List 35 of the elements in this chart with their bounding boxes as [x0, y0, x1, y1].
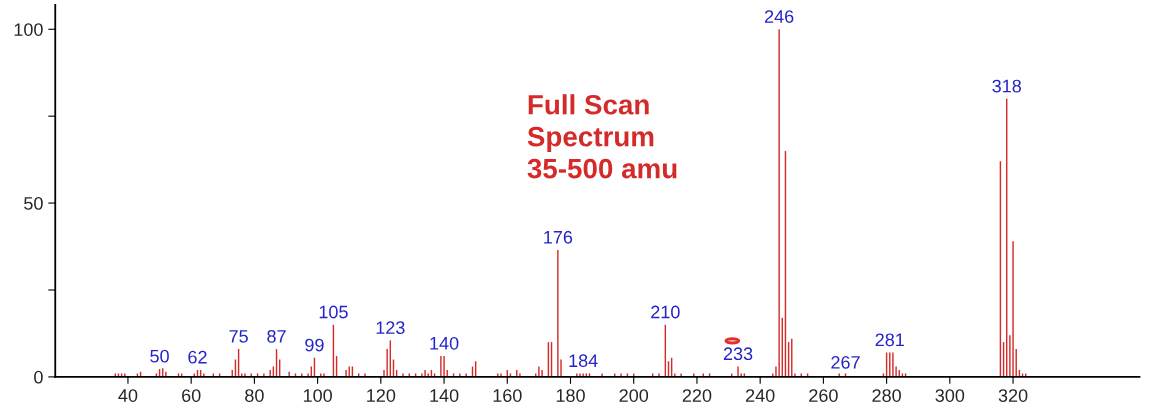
annotation: 99	[305, 338, 324, 352]
x-tick-label: 180	[556, 389, 585, 402]
x-tick-label: 300	[935, 389, 965, 402]
x-tick-label: 220	[682, 389, 712, 402]
annotation: 318	[992, 79, 1021, 93]
x-tick-label: 160	[493, 389, 522, 402]
annotation: 233	[723, 347, 753, 361]
y-tick-label: 100	[14, 23, 43, 36]
annotation: 281	[875, 333, 904, 347]
y-tick-label: 0	[34, 370, 43, 384]
x-tick-label: 200	[619, 389, 649, 402]
x-tick-label: 280	[872, 389, 901, 402]
y-tick-label: 50	[24, 197, 43, 210]
annotation: 50	[150, 349, 169, 363]
x-tick-label: 100	[303, 389, 332, 402]
annotation: 184	[569, 354, 598, 368]
x-tick-label: 140	[430, 389, 459, 402]
annotation: Full Scan Spectrum 35-500 amu	[527, 94, 677, 179]
annotation: 105	[319, 305, 348, 319]
annotation: 75	[229, 330, 248, 343]
annotation: 123	[376, 321, 405, 335]
x-tick-label: 260	[809, 389, 838, 402]
x-tick-label: 120	[367, 389, 396, 402]
annotation: 267	[831, 356, 860, 369]
annotation: 210	[651, 305, 680, 319]
annotation: 176	[544, 230, 573, 244]
x-tick-label: 80	[245, 389, 264, 402]
annotation: 87	[267, 329, 286, 343]
annotation: 62	[188, 350, 207, 364]
annotation: 140	[430, 336, 459, 350]
x-tick-label: 240	[746, 389, 775, 402]
x-tick-label: 320	[998, 389, 1028, 402]
x-tick-label: 40	[118, 389, 138, 402]
x-tick-label: 60	[182, 389, 201, 402]
annotation: 246	[764, 10, 794, 23]
